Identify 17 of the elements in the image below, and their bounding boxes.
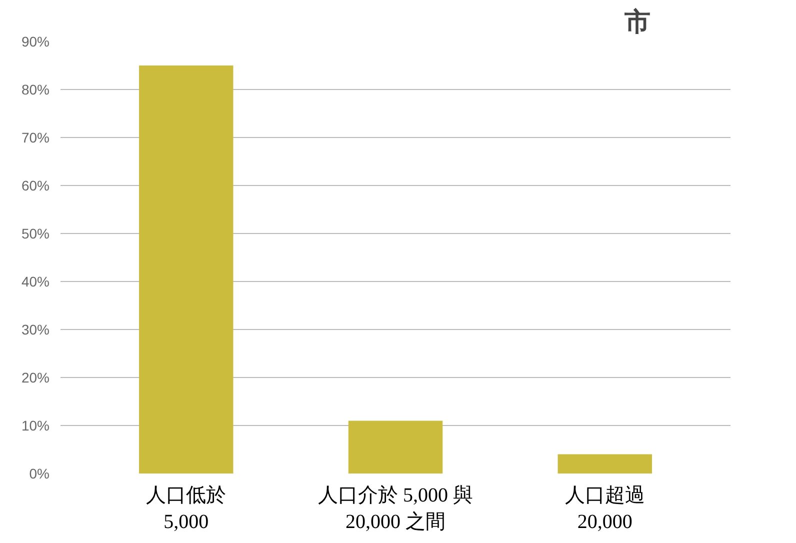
bar [558,454,652,474]
x-tick-label: 人口超過 20,000 [564,484,645,533]
y-tick-label: 90% [21,34,50,50]
y-tick-label: 80% [21,82,50,98]
bar [139,66,234,474]
x-tick-label: 人口介於 5,000 與 20,000 之間 [318,484,473,533]
y-tick-label: 30% [21,322,50,338]
x-tick-label: 人口低於 5,000 [146,484,226,533]
y-tick-label: 0% [29,466,50,482]
y-tick-label: 40% [21,274,50,290]
y-tick-label: 60% [21,178,50,194]
y-tick-label: 70% [21,130,50,146]
bar [348,420,443,474]
y-tick-label: 10% [21,418,50,434]
chart-title: 市 [624,8,650,36]
y-tick-label: 50% [21,226,50,242]
y-tick-label: 20% [21,370,50,386]
